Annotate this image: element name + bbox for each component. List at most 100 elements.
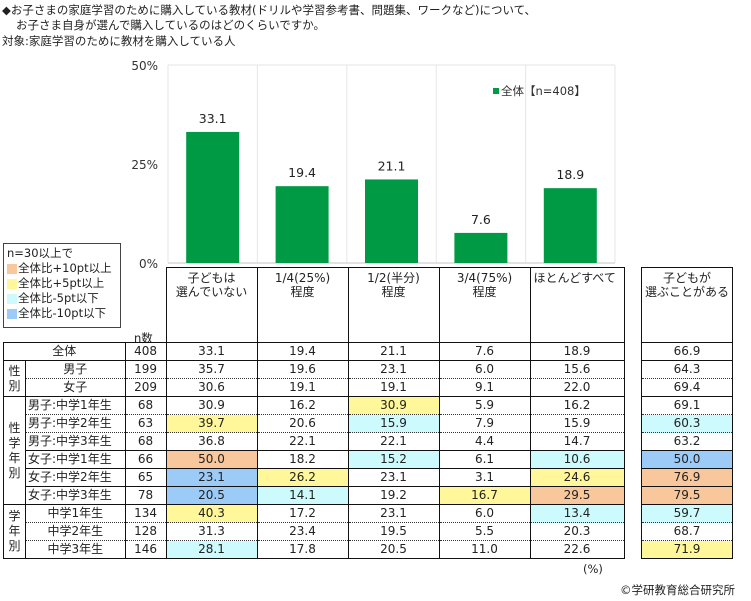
highlight-legend-item: 全体比+10pt以上	[7, 261, 117, 276]
highlight-legend-item: 全体比+5pt以上	[7, 276, 117, 291]
value-cell: 10.6	[530, 450, 625, 469]
data-label: 7.6	[471, 212, 491, 227]
bar	[543, 188, 597, 263]
side-value-cell: 59.7	[641, 504, 733, 523]
n-count: 128	[125, 522, 167, 541]
highlight-legend-label: 全体比+10pt以上	[18, 261, 112, 275]
value-cell: 5.9	[439, 396, 531, 415]
value-cell: 40.3	[166, 504, 258, 523]
row-label: 男子:中学1年生	[25, 396, 126, 415]
side-value-cell: 69.4	[641, 378, 733, 397]
column-header-line1: 3/4(75%)	[456, 271, 513, 285]
table-row: 全体 408 33.1 19.4 21.1 7.6 18.9	[3, 342, 625, 361]
n-count: 68	[125, 396, 167, 415]
value-cell: 7.9	[439, 414, 531, 433]
column-header-line2: 程度	[381, 285, 406, 299]
data-table: 子どもは 選んでいない 1/4(25%) 程度 1/2(半分) 程度 3/4(75%) 程度ほ…	[2, 267, 625, 559]
side-header-line2: 選ぶことがある	[644, 285, 729, 299]
value-cell: 22.6	[530, 540, 625, 559]
value-cell: 28.1	[166, 540, 258, 559]
unit-label: (%)	[583, 562, 603, 576]
highlight-legend-label: 全体比-10pt以下	[18, 306, 107, 320]
n-count: 146	[125, 540, 167, 559]
value-cell: 16.2	[257, 396, 349, 415]
value-cell: 23.1	[348, 468, 440, 487]
n-count: 199	[125, 360, 167, 379]
value-cell: 5.5	[439, 522, 531, 541]
value-cell: 20.3	[530, 522, 625, 541]
n-count: 408	[125, 342, 167, 361]
side-table-row: 79.5	[641, 486, 733, 505]
y-tick-label: 25%	[131, 158, 158, 172]
data-label: 18.9	[556, 167, 584, 182]
highlight-legend-title: n=30以上で	[7, 246, 74, 260]
table-row: 中学2年生 128 31.3 23.4 19.5 5.5 20.3	[4, 522, 625, 541]
value-cell: 9.1	[439, 378, 531, 397]
side-table-row: 69.1	[641, 396, 733, 415]
row-label: 中学3年生	[25, 540, 126, 559]
highlight-legend-label: 全体比-5pt以下	[18, 291, 99, 305]
value-cell: 33.1	[166, 342, 258, 361]
value-cell: 26.2	[257, 468, 349, 487]
value-cell: 15.9	[530, 414, 625, 433]
side-column-header: 子どもが 選ぶことがある	[641, 267, 733, 343]
table-row: 女子 209 30.6 19.1 19.1 9.1 22.0	[4, 378, 625, 397]
value-cell: 36.8	[166, 432, 258, 451]
side-table-row: 63.2	[641, 432, 733, 451]
highlight-legend-item: 全体比-5pt以下	[7, 291, 117, 306]
row-label: 男子:中学3年生	[25, 432, 126, 451]
row-label: 中学2年生	[25, 522, 126, 541]
side-value-cell: 79.5	[641, 486, 733, 505]
data-label: 21.1	[378, 158, 406, 173]
value-cell: 19.2	[348, 486, 440, 505]
value-cell: 29.5	[530, 486, 625, 505]
column-header: 1/2(半分) 程度	[347, 267, 440, 343]
column-header: 1/4(25%) 程度	[256, 267, 349, 343]
row-label: 女子:中学1年生	[25, 450, 126, 469]
color-swatch-icon	[7, 293, 17, 304]
value-cell: 20.5	[166, 486, 258, 505]
side-value-cell: 66.9	[641, 342, 733, 361]
bar	[275, 186, 329, 263]
row-label: 中学1年生	[25, 504, 126, 523]
value-cell: 23.1	[166, 468, 258, 487]
data-label: 33.1	[199, 111, 227, 126]
table-row: 男子:中学3年生 68 36.8 22.1 22.1 4.4 14.7	[4, 432, 625, 451]
column-header-line2: 程度	[290, 285, 315, 299]
side-table-row: 71.9	[641, 540, 733, 559]
question-line-2: お子さま自身が選んで購入しているのはどのくらいですか。	[16, 18, 326, 32]
value-cell: 17.2	[257, 504, 349, 523]
value-cell: 22.1	[257, 432, 349, 451]
value-cell: 19.1	[257, 378, 349, 397]
n-count: 78	[125, 486, 167, 505]
row-label: 男子	[25, 360, 126, 379]
value-cell: 35.7	[166, 360, 258, 379]
bar-chart: 0% 25% 50% 33.1 19.4 21.1 7.6 18.9 全体【n=408】	[131, 59, 616, 270]
value-cell: 19.6	[257, 360, 349, 379]
side-value-cell: 76.9	[641, 468, 733, 487]
side-table: 子どもが 選ぶことがある 66.9 64.3 69.4 69.1 60.3 63.2 50.0 7…	[641, 267, 733, 559]
side-table-row: 64.3	[641, 360, 733, 379]
value-cell: 7.6	[439, 342, 531, 361]
bar	[186, 131, 240, 263]
value-cell: 30.9	[348, 396, 440, 415]
y-tick-label: 50%	[131, 59, 158, 73]
question-line-1: ◆お子さまの家庭学習のために購入している教材(ドリルや学習参考書、問題集、ワーク…	[2, 3, 537, 17]
value-cell: 16.2	[530, 396, 625, 415]
color-swatch-icon	[7, 308, 17, 319]
value-cell: 17.8	[257, 540, 349, 559]
bar	[454, 232, 508, 263]
column-header: 子どもは 選んでいない	[165, 267, 258, 343]
highlight-legend: n=30以上で 全体比+10pt以上 全体比+5pt以上 全体比-5pt以下 全体比-…	[3, 243, 121, 328]
table-row: 女子:中学2年生 65 23.1 26.2 23.1 3.1 24.6	[4, 468, 625, 487]
value-cell: 23.1	[348, 504, 440, 523]
group-label-text: 学年別	[8, 509, 21, 553]
value-cell: 30.6	[166, 378, 258, 397]
row-label: 男子:中学2年生	[25, 414, 126, 433]
n-count: 65	[125, 468, 167, 487]
value-cell: 20.5	[348, 540, 440, 559]
highlight-legend-item: 全体比-10pt以下	[7, 306, 117, 321]
table-row: 性別 男子 199 35.7 19.6 23.1 6.0 15.6	[2, 360, 625, 397]
column-header-line2: 程度	[472, 285, 497, 299]
row-label: 全体	[3, 342, 126, 361]
